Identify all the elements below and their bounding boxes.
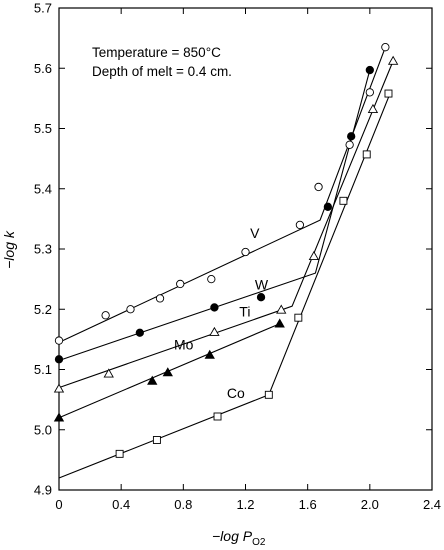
series-ti-point <box>308 250 320 260</box>
series-co-fit-line <box>58 93 391 479</box>
x-tick-label: 0 <box>55 497 62 512</box>
y-axis-label: −log k <box>1 230 17 269</box>
x-axis-label: −log PO2 <box>212 528 266 548</box>
series-co-point <box>115 449 124 458</box>
series-co-point <box>362 150 371 159</box>
series-mo-point <box>162 367 173 377</box>
series-ti-point <box>103 368 114 378</box>
series-co-label: Co <box>227 385 245 401</box>
series-co-point <box>213 412 222 421</box>
y-tick-label: 5.7 <box>34 1 52 16</box>
series-w-point <box>347 132 356 141</box>
data-markers <box>53 43 399 458</box>
y-tick-label: 5.6 <box>34 61 52 76</box>
x-axis-label-sub: O2 <box>252 537 266 548</box>
series-v-point <box>345 140 354 149</box>
series-w-point <box>135 328 144 337</box>
series-ti-point <box>276 304 287 314</box>
series-ti-point <box>53 383 65 393</box>
y-tick-label: 4.9 <box>34 483 52 498</box>
x-tick-label: 0.4 <box>112 497 130 512</box>
x-tick-label: 1.2 <box>236 497 254 512</box>
series-ti-fit-line <box>58 60 394 389</box>
y-tick-label: 5.4 <box>34 181 52 196</box>
series-ti-point <box>209 326 220 336</box>
series-v-point <box>207 274 216 284</box>
series-mo-label: Mo <box>174 337 194 353</box>
series-co-point <box>152 436 161 444</box>
series-v-point <box>126 305 135 314</box>
series-w-point <box>365 65 374 75</box>
series-mo-point <box>147 375 158 385</box>
series-mo-point <box>204 349 215 359</box>
series-ti-label: Ti <box>239 303 250 319</box>
x-tick-label: 2.0 <box>361 497 379 512</box>
annotation-depth: Depth of melt = 0.4 cm. <box>92 64 232 79</box>
series-v-point <box>314 182 323 192</box>
fit-lines <box>58 47 394 479</box>
series-w-point <box>323 202 333 211</box>
y-tick-label: 5.5 <box>34 121 52 136</box>
series-v-point <box>365 88 374 97</box>
series-ti-point <box>367 103 379 113</box>
series-v-point <box>101 311 110 320</box>
annotation-temperature: Temperature = 850°C <box>92 45 221 60</box>
series-v-fit-line <box>58 47 386 343</box>
series-v-label: V <box>250 225 260 241</box>
x-tick-label: 0.8 <box>174 497 192 512</box>
y-tick-label: 5.2 <box>34 302 52 317</box>
series-co-point <box>294 313 303 322</box>
series-v-point <box>176 279 185 289</box>
y-tick-label: 5.3 <box>34 242 52 257</box>
axis-ticks: 0 0.4 0.8 1.2 1.6 2.0 2.4 4.9 5.0 5.1 5.2 5.3 5.4 5.5… <box>34 1 441 513</box>
series-mo-point <box>274 318 285 328</box>
series-v-point <box>295 220 305 230</box>
series-co-point <box>339 196 348 205</box>
series-v-point <box>155 294 165 303</box>
x-tick-label: 2.4 <box>423 497 441 512</box>
y-tick-label: 5.0 <box>34 422 52 437</box>
y-tick-label: 5.1 <box>34 362 52 377</box>
series-co-point <box>384 89 393 98</box>
series-mo-point <box>53 412 65 422</box>
series-labels: V W Ti Mo Co <box>174 225 269 401</box>
series-w-point <box>210 303 219 312</box>
series-w-point <box>54 355 64 364</box>
series-v-point <box>241 247 250 257</box>
x-axis-label-main: −log P <box>212 528 253 544</box>
series-ti-point <box>387 55 399 65</box>
series-w-point <box>256 293 266 302</box>
series-v-point <box>54 336 64 345</box>
series-co-point <box>264 390 273 399</box>
series-w-label: W <box>255 276 269 292</box>
x-tick-label: 1.6 <box>299 497 317 512</box>
series-v-point <box>381 43 390 52</box>
